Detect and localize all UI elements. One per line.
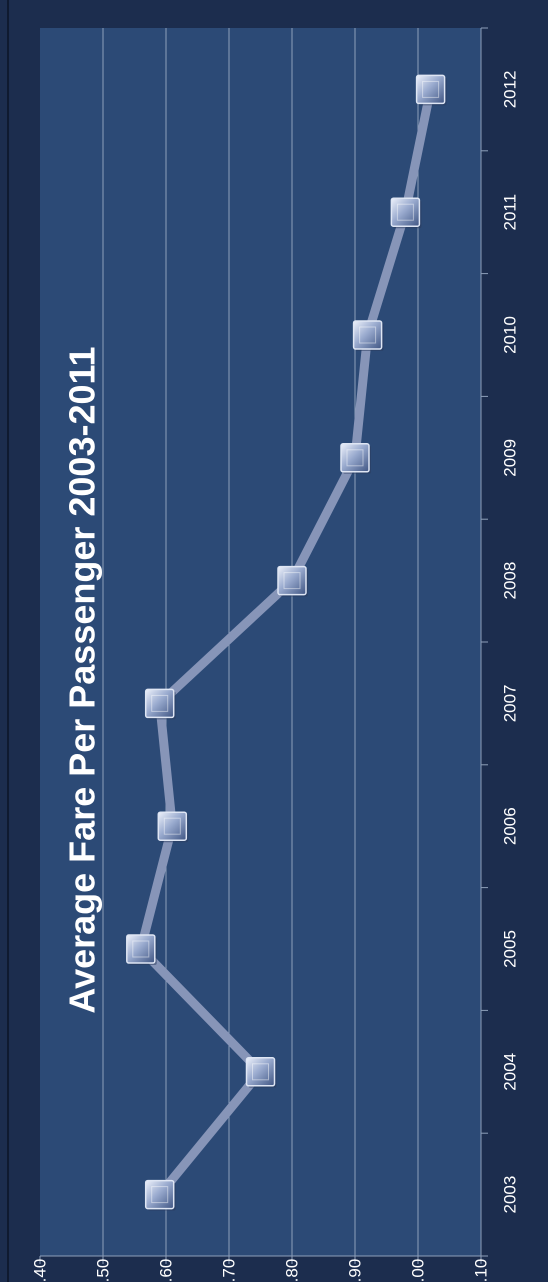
series-markers xyxy=(126,74,447,1211)
y-tick-label: $1.10 xyxy=(471,1259,490,1282)
data-point-bevel xyxy=(132,940,150,958)
data-point-bevel xyxy=(283,572,301,590)
data-point xyxy=(415,74,447,106)
data-point-marker xyxy=(245,1057,276,1087)
data-point-marker xyxy=(277,565,307,596)
data-point-bevel xyxy=(396,203,414,221)
data-point-bevel xyxy=(252,1063,269,1081)
data-point-marker xyxy=(126,934,156,964)
y-tick-label: $0.90 xyxy=(345,1259,364,1282)
x-tick-label: 2007 xyxy=(500,684,519,722)
data-point-marker xyxy=(352,320,383,350)
data-point-bevel xyxy=(346,449,364,467)
x-tick-labels: 2003 2004 2005 2006 2007 2008 2009 2010 2011 2012 xyxy=(500,70,519,1213)
data-point-marker xyxy=(157,811,188,841)
series-line-layer xyxy=(136,84,436,1200)
data-point xyxy=(277,565,308,597)
data-point-marker xyxy=(390,197,421,227)
data-point xyxy=(126,934,157,965)
plot-area xyxy=(40,28,481,1256)
x-tick-label: 2009 xyxy=(500,439,519,477)
x-tick-label: 2011 xyxy=(500,194,519,231)
x-tick-label: 2004 xyxy=(500,1053,519,1091)
x-tick-label: 2006 xyxy=(500,807,519,845)
series-line xyxy=(136,84,436,1200)
x-tick-label: 2010 xyxy=(500,316,519,354)
x-tick-label: 2008 xyxy=(500,562,519,600)
x-tick-label: 2012 xyxy=(500,70,519,108)
chart-title: Average Fare Per Passenger 2003-2011 xyxy=(62,346,103,1013)
data-point xyxy=(144,688,176,720)
data-point xyxy=(157,811,189,843)
data-point-bevel xyxy=(151,1186,169,1204)
x-tick-label: 2005 xyxy=(500,930,519,968)
y-tick-label: $0.70 xyxy=(219,1259,238,1282)
data-point xyxy=(352,320,384,351)
data-point xyxy=(390,197,422,229)
data-point xyxy=(144,1179,176,1211)
y-tick-label: $0.80 xyxy=(282,1259,301,1282)
axes xyxy=(39,27,488,1264)
data-point-bevel xyxy=(163,817,181,835)
y-tick-label: $0.60 xyxy=(156,1259,175,1282)
data-point-bevel xyxy=(151,694,169,712)
data-point xyxy=(340,443,371,474)
y-tick-label: $0.50 xyxy=(93,1259,112,1282)
data-point-marker xyxy=(144,1179,175,1210)
data-point-marker xyxy=(144,688,175,719)
data-point-marker xyxy=(415,74,446,105)
data-point-bevel xyxy=(422,80,440,98)
y-tick-label: $0.40 xyxy=(30,1259,49,1282)
x-tick-label: 2003 xyxy=(500,1176,519,1214)
data-point-marker xyxy=(340,443,370,473)
y-tick-labels: $0.40 $0.50 $0.60 $0.70 $0.80 $0.90 $1.00 $1.10 xyxy=(30,1259,490,1282)
data-point xyxy=(245,1057,277,1088)
y-tick-label: $1.00 xyxy=(408,1259,427,1282)
data-point-bevel xyxy=(359,326,377,344)
